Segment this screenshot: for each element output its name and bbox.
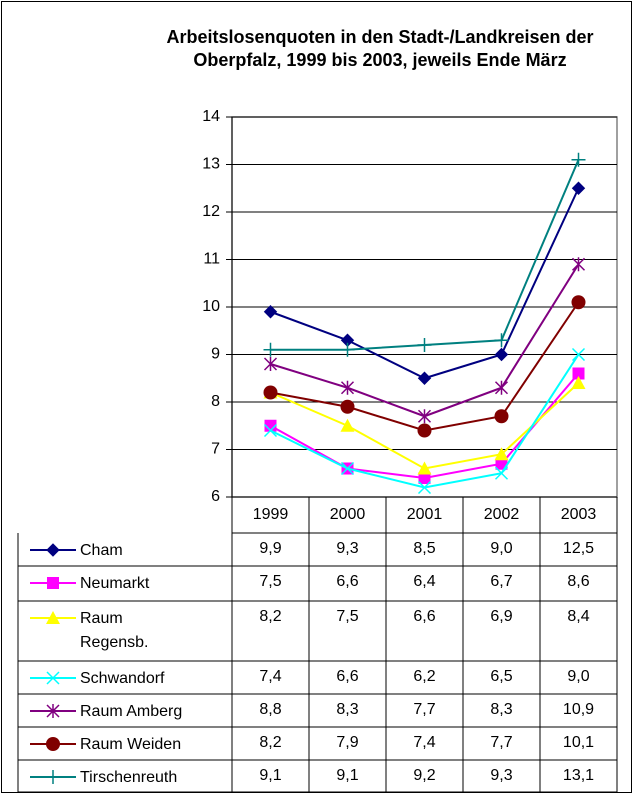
data-label: 9,0 [490,540,513,557]
data-label: 10,9 [562,701,595,718]
marker [494,333,509,348]
legend-label: Raum Weiden [80,736,182,753]
data-label: 7,4 [413,734,436,751]
data-label: 7,9 [336,734,359,751]
column-header: 2002 [483,506,520,523]
data-label: 9,0 [567,668,590,685]
data-label: 8,8 [259,701,282,718]
marker [571,376,586,389]
legend-label: Tirschenreuth [80,769,178,786]
column-header: 2003 [560,506,597,523]
marker [46,704,60,718]
column-header: 2001 [406,506,443,523]
y-tick-label: 9 [211,346,220,363]
data-label: 6,4 [413,573,436,590]
data-label: 8,3 [336,701,359,718]
y-tick-label: 6 [211,488,220,505]
marker [46,770,60,784]
marker [263,423,278,438]
data-label: 8,2 [259,734,282,751]
data-label: 9,3 [336,540,359,557]
marker [417,371,432,385]
marker [264,419,277,432]
data-label: 8,4 [567,608,590,625]
data-label: 6,7 [490,573,513,590]
data-label: 9,1 [336,767,359,784]
marker [263,305,278,319]
y-tick-label: 7 [211,441,220,458]
data-label: 6,6 [336,668,359,685]
marker [340,342,355,357]
data-label: 7,5 [336,608,359,625]
marker [417,338,432,352]
marker [263,385,278,400]
marker [263,342,278,357]
data-label: 8,6 [567,573,590,590]
data-label: 7,7 [413,701,436,718]
marker [417,480,432,495]
marker [46,671,60,685]
data-label: 6,6 [336,573,359,590]
data-label: 13,1 [562,767,595,784]
data-label: 9,3 [490,767,513,784]
y-tick-label: 12 [202,203,220,220]
marker [417,461,432,475]
legend-label: Neumarkt [80,575,150,592]
legend-label: Schwandorf [80,670,165,687]
marker [571,347,586,362]
marker [494,409,509,424]
data-label: 6,6 [413,608,436,625]
marker [46,543,60,557]
marker [46,737,60,751]
marker [417,409,432,424]
data-label: 6,2 [413,668,436,685]
marker [263,357,278,371]
marker [571,152,586,167]
data-label: 8,3 [490,701,513,718]
marker [340,399,355,414]
marker [571,295,586,310]
marker [494,380,509,395]
legend-label: Cham [80,542,123,559]
marker [494,347,509,362]
marker [417,423,432,438]
marker [46,611,60,624]
column-header: 1999 [252,506,289,523]
legend-label: Raum Amberg [80,703,183,720]
data-label: 7,4 [259,668,282,685]
column-header: 2000 [329,506,366,523]
y-tick-label: 8 [211,393,220,410]
data-label: 6,9 [490,608,513,625]
y-tick-label: 10 [202,298,220,315]
marker [571,257,586,272]
chart-title: Arbeitslosenquoten in den Stadt-/Landkre… [166,27,594,70]
data-label: 9,9 [259,540,282,557]
data-label: 7,5 [259,573,282,590]
data-label: 9,2 [413,767,436,784]
marker [495,457,508,470]
data-label: 7,7 [490,734,513,751]
y-tick-label: 14 [202,108,220,125]
marker [340,418,355,432]
data-label: 6,5 [490,668,513,685]
y-tick-label: 13 [202,156,220,173]
marker [340,461,355,476]
marker [47,577,59,589]
data-label: 9,1 [259,767,282,784]
y-tick-label: 11 [203,251,220,268]
legend-label: Raum Regensb. [80,610,149,651]
data-label: 8,2 [259,608,282,625]
marker [572,367,585,380]
data-label: 8,5 [413,540,436,557]
data-label: 10,1 [562,734,595,751]
marker [571,181,586,195]
marker [340,380,355,395]
marker [418,472,431,484]
marker [494,466,509,480]
marker [494,447,509,461]
data-label: 12,5 [562,540,595,557]
